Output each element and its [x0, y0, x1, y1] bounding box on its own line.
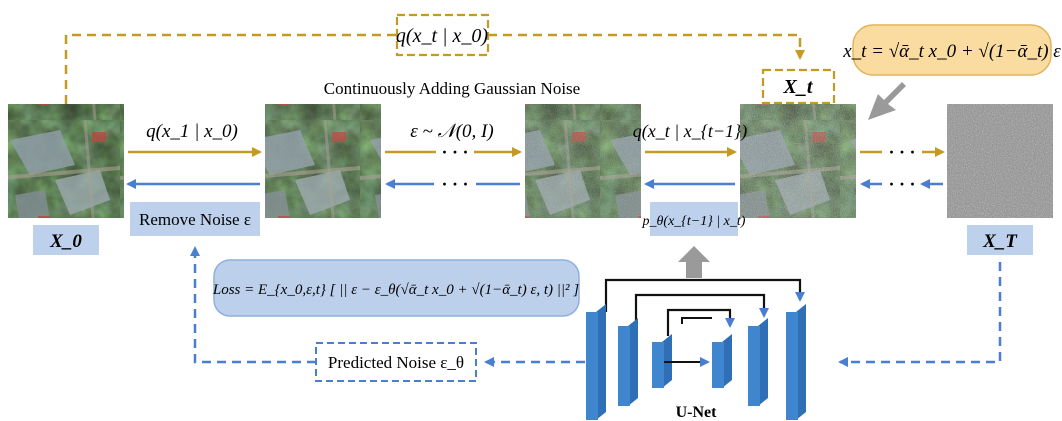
unet-diagram	[586, 278, 806, 420]
remove-noise-dashed-path	[190, 246, 316, 364]
xt-box	[761, 68, 836, 105]
predicted-noise-label: Predicted Noise ε_θ	[328, 353, 464, 372]
remove-noise-box	[130, 202, 260, 236]
reverse-ellipsis-4: · · ·	[888, 174, 915, 194]
remove-noise-label: Remove Noise ε	[139, 210, 251, 229]
p-theta-label: p_θ(x_{t−1} | x_t)	[642, 214, 746, 229]
unet-up-arrow	[678, 246, 710, 278]
reverse-ellipsis-2: · · ·	[441, 174, 468, 194]
image-xT	[947, 104, 1053, 218]
image-xt-minus-1	[525, 104, 641, 218]
xT-label: X_T	[982, 231, 1018, 252]
formula-box	[852, 24, 1052, 76]
x0-label-box	[33, 225, 99, 255]
xT-to-unet-dashed-path	[838, 262, 1002, 367]
forward-label-2: ε ~ 𝒩(0, I)	[410, 121, 493, 142]
p-theta-box	[650, 202, 738, 236]
forward-ellipsis-2: · · ·	[441, 142, 468, 162]
loss-label: Loss = E_{x_0,ε,t} [ || ε − ε_θ(√ᾱ_t x_0…	[212, 282, 579, 298]
forward-label-3: q(x_t | x_{t−1})	[633, 121, 747, 142]
top-dashed-arrow	[64, 33, 800, 104]
unet-label: U-Net	[676, 404, 718, 421]
forward-label-1: q(x_1 | x_0)	[146, 121, 238, 142]
image-x0	[8, 104, 124, 218]
formula-pointer-arrow	[868, 82, 906, 120]
subtitle: Continuously Adding Gaussian Noise	[324, 79, 580, 98]
image-xt	[740, 104, 856, 218]
top-transition-label: q(x_t | x_0)	[396, 25, 488, 47]
xT-label-box	[967, 225, 1033, 255]
forward-ellipsis-4: · · ·	[888, 142, 915, 162]
loss-box	[213, 259, 580, 317]
image-x1	[265, 104, 381, 218]
predicted-noise-box	[315, 342, 477, 382]
xt-label: X_t	[783, 76, 814, 98]
formula-label: x_t = √ᾱ_t x_0 + √(1−ᾱ_t) ε	[842, 41, 1061, 62]
x0-label: X_0	[49, 231, 82, 252]
top-transition-box	[395, 13, 490, 57]
